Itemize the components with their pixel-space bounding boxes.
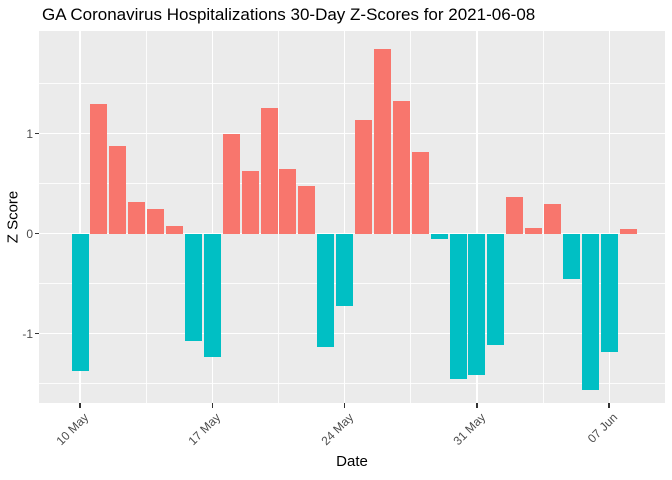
- y-tick-mark: [34, 332, 39, 335]
- bar: [373, 48, 391, 234]
- bar: [109, 145, 127, 234]
- bar: [184, 233, 202, 341]
- bar: [544, 203, 561, 234]
- bar: [392, 100, 410, 234]
- x-tick-mark: [608, 403, 610, 408]
- y-tick-label: 1: [26, 126, 33, 141]
- x-tick-mark: [211, 403, 214, 408]
- bar: [336, 233, 354, 306]
- bar: [506, 196, 524, 234]
- bar: [260, 107, 278, 234]
- gridline-minor-v: [542, 31, 544, 403]
- gridline-major-h: [39, 333, 665, 335]
- gridline-major-v: [211, 31, 213, 403]
- y-tick-label: 0: [26, 226, 33, 241]
- bar: [581, 233, 599, 390]
- gridline-major-h: [39, 133, 665, 135]
- bar: [562, 233, 580, 279]
- gridline-major-v: [476, 31, 478, 403]
- bar: [468, 233, 486, 375]
- bar: [449, 233, 467, 379]
- x-tick-mark: [79, 403, 81, 408]
- gridline-minor-v: [278, 31, 279, 403]
- bar: [203, 233, 221, 357]
- gridline-minor-h: [39, 383, 665, 385]
- y-tick-mark: [34, 132, 39, 135]
- x-axis-title: Date: [336, 453, 368, 470]
- bar: [487, 233, 505, 345]
- bar: [279, 168, 297, 234]
- bar: [411, 151, 429, 234]
- gridline-minor-v: [410, 31, 412, 403]
- bar: [619, 228, 637, 234]
- gridline-major-v: [343, 31, 346, 403]
- x-tick-mark: [476, 403, 478, 408]
- gridline-major-v: [79, 31, 81, 403]
- gridline-minor-v: [145, 31, 147, 403]
- bar: [317, 233, 335, 347]
- y-tick-label: -1: [22, 326, 33, 341]
- bar: [147, 208, 165, 234]
- y-tick-mark: [34, 232, 39, 235]
- bar: [222, 133, 240, 234]
- gridline-minor-h: [39, 83, 665, 85]
- plot-panel: [39, 31, 665, 403]
- bar: [128, 201, 146, 234]
- bar: [430, 233, 448, 239]
- plot-title: GA Coronavirus Hospitalizations 30-Day Z…: [42, 5, 536, 24]
- bar: [71, 233, 89, 371]
- bar: [241, 170, 259, 234]
- gridline-minor-h: [39, 183, 665, 185]
- bar: [166, 225, 183, 234]
- bar: [298, 185, 316, 234]
- x-tick-mark: [343, 403, 346, 408]
- bar: [525, 227, 543, 234]
- gridline-major-v: [608, 31, 610, 403]
- bar: [355, 119, 372, 234]
- bar: [90, 103, 108, 234]
- bar: [600, 233, 618, 352]
